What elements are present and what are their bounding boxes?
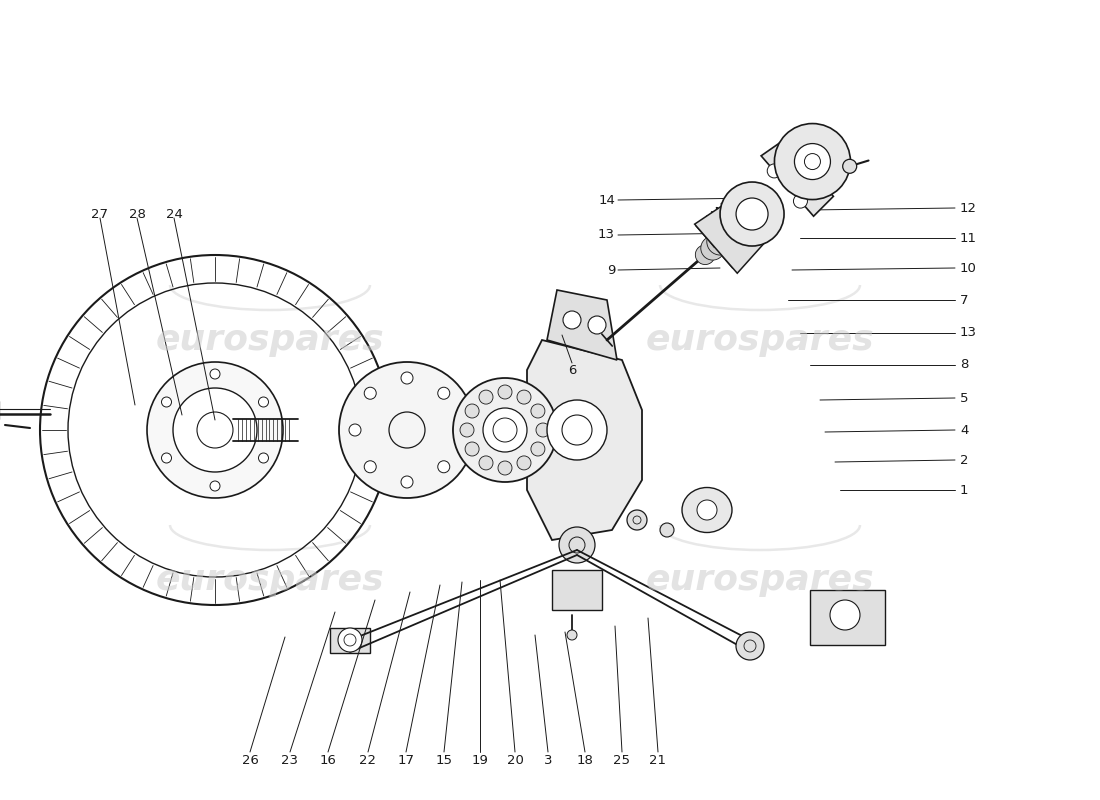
Bar — [810, 590, 886, 645]
Circle shape — [736, 632, 764, 660]
Text: 14: 14 — [598, 194, 615, 206]
Text: 16: 16 — [320, 754, 337, 766]
Ellipse shape — [722, 215, 749, 242]
Circle shape — [402, 476, 412, 488]
Circle shape — [465, 442, 480, 456]
Circle shape — [364, 387, 376, 399]
Circle shape — [483, 408, 527, 452]
Polygon shape — [761, 140, 834, 216]
Text: 18: 18 — [576, 754, 593, 766]
Circle shape — [258, 397, 268, 407]
Circle shape — [478, 456, 493, 470]
Circle shape — [767, 164, 781, 178]
Circle shape — [660, 523, 674, 537]
Text: 15: 15 — [436, 754, 452, 766]
Text: 9: 9 — [606, 263, 615, 277]
Ellipse shape — [740, 206, 760, 226]
Text: eurospares: eurospares — [156, 323, 384, 357]
Circle shape — [210, 481, 220, 491]
Ellipse shape — [714, 221, 741, 249]
Text: 5: 5 — [960, 391, 968, 405]
Circle shape — [498, 461, 512, 475]
Circle shape — [402, 372, 412, 384]
Polygon shape — [527, 340, 642, 540]
Polygon shape — [547, 290, 617, 360]
Text: 10: 10 — [960, 262, 977, 274]
Ellipse shape — [701, 236, 725, 260]
Circle shape — [736, 198, 768, 230]
Polygon shape — [694, 202, 764, 274]
Text: 1: 1 — [960, 483, 968, 497]
Circle shape — [517, 390, 531, 404]
Circle shape — [258, 453, 268, 463]
Circle shape — [453, 424, 465, 436]
Circle shape — [588, 316, 606, 334]
Circle shape — [547, 400, 607, 460]
Text: 21: 21 — [649, 754, 667, 766]
Text: eurospares: eurospares — [156, 563, 384, 597]
Bar — [552, 570, 602, 610]
Circle shape — [843, 159, 857, 174]
Circle shape — [210, 369, 220, 379]
Text: 17: 17 — [397, 754, 415, 766]
Text: 6: 6 — [568, 363, 576, 377]
Text: 24: 24 — [166, 209, 183, 222]
Text: 20: 20 — [507, 754, 524, 766]
Circle shape — [531, 442, 544, 456]
Ellipse shape — [707, 228, 734, 255]
Text: 26: 26 — [242, 754, 258, 766]
Circle shape — [349, 424, 361, 436]
Text: 3: 3 — [543, 754, 552, 766]
Circle shape — [478, 390, 493, 404]
Text: 28: 28 — [129, 209, 145, 222]
Circle shape — [453, 378, 557, 482]
Text: 22: 22 — [360, 754, 376, 766]
Text: 11: 11 — [960, 231, 977, 245]
Circle shape — [517, 456, 531, 470]
Circle shape — [531, 404, 544, 418]
Circle shape — [627, 510, 647, 530]
Bar — [330, 628, 370, 653]
Circle shape — [364, 461, 376, 473]
Circle shape — [720, 182, 784, 246]
Text: 27: 27 — [91, 209, 109, 222]
Circle shape — [173, 388, 257, 472]
Text: 7: 7 — [960, 294, 968, 306]
Circle shape — [465, 404, 480, 418]
Circle shape — [774, 123, 850, 199]
Circle shape — [338, 628, 362, 652]
Circle shape — [563, 311, 581, 329]
Text: 13: 13 — [960, 326, 977, 339]
Circle shape — [460, 423, 474, 437]
Circle shape — [147, 362, 283, 498]
Text: eurospares: eurospares — [646, 323, 874, 357]
Text: 8: 8 — [960, 358, 968, 371]
Text: 19: 19 — [472, 754, 488, 766]
Circle shape — [438, 461, 450, 473]
Text: 25: 25 — [614, 754, 630, 766]
Circle shape — [830, 600, 860, 630]
Text: 13: 13 — [598, 229, 615, 242]
Text: eurospares: eurospares — [646, 563, 874, 597]
Circle shape — [697, 500, 717, 520]
Circle shape — [793, 194, 807, 208]
Circle shape — [566, 630, 578, 640]
Circle shape — [536, 423, 550, 437]
Ellipse shape — [732, 210, 755, 234]
Text: 23: 23 — [282, 754, 298, 766]
Ellipse shape — [695, 245, 715, 265]
Circle shape — [438, 387, 450, 399]
Circle shape — [794, 143, 830, 179]
Text: 4: 4 — [960, 423, 968, 437]
Text: 12: 12 — [960, 202, 977, 214]
Text: 2: 2 — [960, 454, 968, 466]
Circle shape — [559, 527, 595, 563]
Circle shape — [162, 453, 172, 463]
Circle shape — [339, 362, 475, 498]
Circle shape — [498, 385, 512, 399]
Ellipse shape — [682, 487, 732, 533]
Circle shape — [162, 397, 172, 407]
